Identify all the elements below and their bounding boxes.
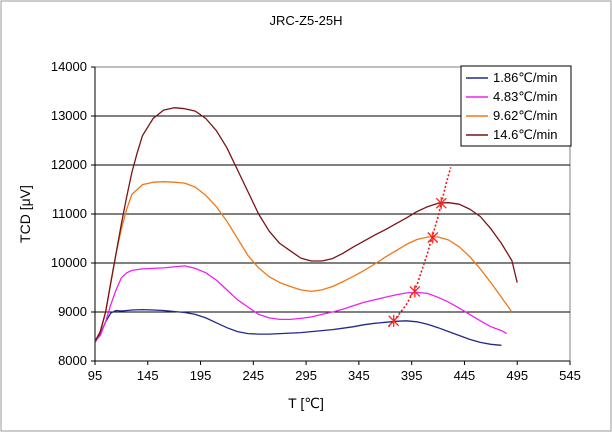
series-line-3 <box>94 181 513 342</box>
x-axis: 95 145 195 245 295 345 395 445 495 545 <box>88 67 581 383</box>
chart-title: JRC-Z5-25H <box>270 13 343 28</box>
series-line-2 <box>94 265 508 342</box>
peak-marker-2 <box>409 285 421 298</box>
series-layer <box>94 107 518 346</box>
ytick-label-14000: 14000 <box>51 59 87 74</box>
ytick-label-9000: 9000 <box>58 304 87 319</box>
ytick-label-13000: 13000 <box>51 108 87 123</box>
series-line-1 <box>94 308 502 346</box>
legend-box <box>460 65 572 147</box>
y-axis: 8000 9000 10000 11000 12000 13000 14000 <box>51 59 95 368</box>
xtick-label-145: 145 <box>137 368 159 383</box>
xtick-label-295: 295 <box>295 368 317 383</box>
legend-label-1: 1.86℃/min <box>493 70 557 85</box>
y-axis-title: TCD [μV] <box>17 185 33 243</box>
series-line-4 <box>94 107 518 342</box>
peak-marker-3 <box>427 231 439 244</box>
xtick-label-395: 395 <box>401 368 423 383</box>
legend-items: 1.86℃/min 4.83℃/min 9.62℃/min 14.6℃/min <box>466 70 557 142</box>
xtick-label-245: 245 <box>242 368 264 383</box>
x-axis-title: T [℃] <box>288 395 324 411</box>
legend-label-4: 14.6℃/min <box>493 127 557 142</box>
xtick-label-445: 445 <box>454 368 476 383</box>
legend-label-3: 9.62℃/min <box>493 108 557 123</box>
xtick-label-495: 495 <box>506 368 528 383</box>
peak-marker-4 <box>435 197 447 210</box>
ytick-label-12000: 12000 <box>51 157 87 172</box>
xtick-label-545: 545 <box>559 368 581 383</box>
ytick-label-11000: 11000 <box>52 206 87 221</box>
ytick-label-8000: 8000 <box>58 353 87 368</box>
ytick-label-10000: 10000 <box>51 255 87 270</box>
xtick-label-345: 345 <box>348 368 370 383</box>
peak-marker-1 <box>388 314 400 327</box>
legend: 1.86℃/min 4.83℃/min 9.62℃/min 14.6℃/min <box>460 65 572 147</box>
peak-marker-layer <box>388 197 447 327</box>
legend-label-2: 4.83℃/min <box>493 89 557 104</box>
xtick-label-195: 195 <box>190 368 212 383</box>
xtick-label-95: 95 <box>88 368 102 383</box>
